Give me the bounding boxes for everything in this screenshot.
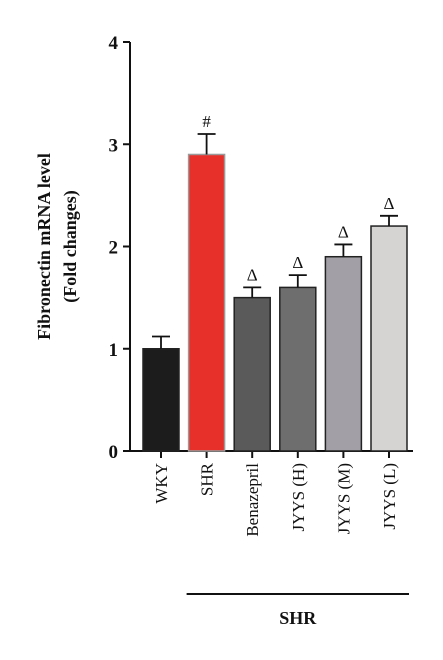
y-axis: 0 1 2 3 4 [109,33,131,463]
y-tick-label: 2 [109,238,119,259]
category-labels: WKY SHR Benazepril JYYS (H) JYYS (M) JYYS (L) [152,462,399,536]
category-label: JYYS (M) [334,463,353,534]
bar [370,225,408,452]
bar [187,153,226,452]
error-bars [152,133,398,349]
y-tick-label: 3 [109,135,119,156]
group-label: SHR [279,608,317,628]
significance-marker: Δ [384,194,395,213]
category-label: SHR [198,462,217,496]
y-axis-title-line2: (Fold changes) [60,190,81,303]
bar [324,255,363,452]
bar [233,296,271,452]
group-bracket: SHR [186,593,409,628]
x-axis [130,450,413,458]
significance-marker: Δ [292,253,303,272]
y-tick-label: 0 [109,442,119,463]
y-axis-title-line1: Fibronectin mRNA level [34,153,54,340]
significance-markers: # Δ Δ Δ Δ [202,112,394,284]
bar [279,286,317,452]
y-tick-label: 1 [109,340,119,361]
significance-marker: Δ [247,265,258,284]
category-label: JYYS (L) [380,463,399,530]
bars [142,153,408,452]
bar [142,348,180,452]
significance-marker: # [202,112,211,131]
category-label: WKY [152,463,171,504]
significance-marker: Δ [338,222,349,241]
y-tick-label: 4 [109,33,119,54]
category-label: Benazepril [243,463,262,537]
category-label: JYYS (H) [289,463,308,531]
